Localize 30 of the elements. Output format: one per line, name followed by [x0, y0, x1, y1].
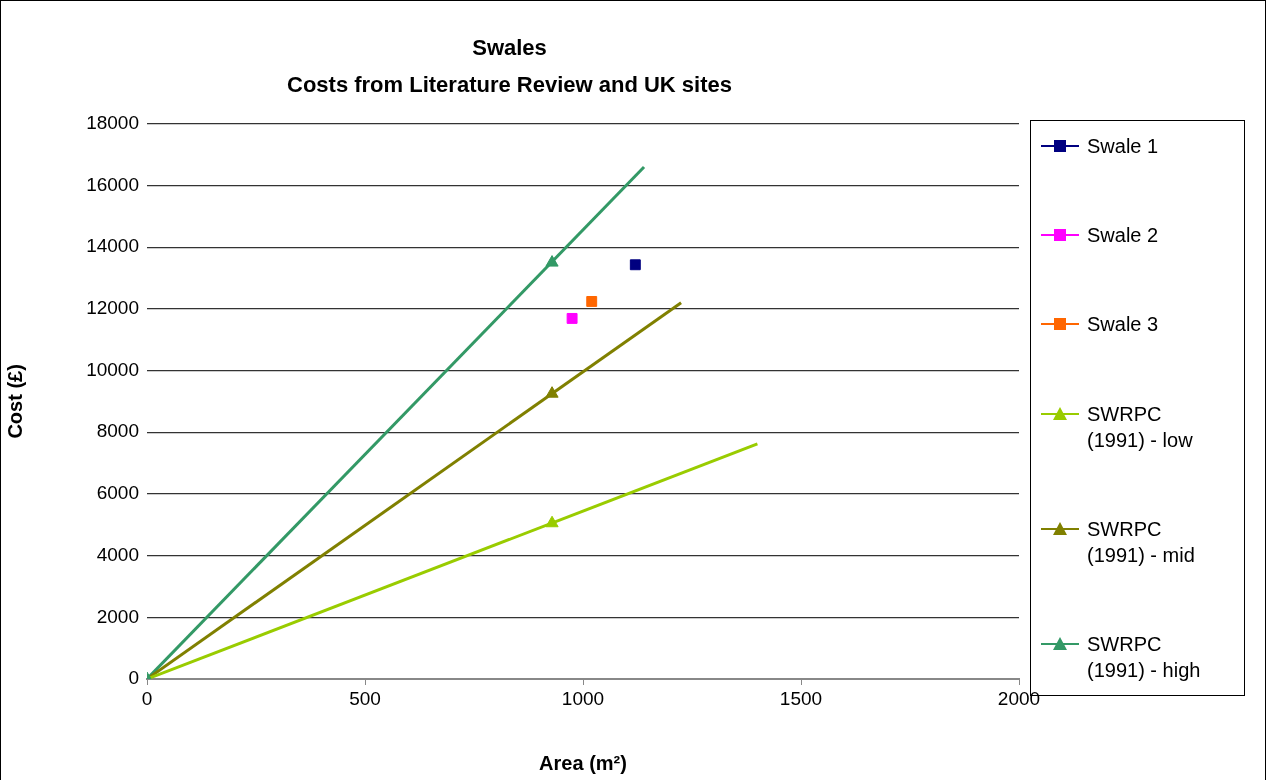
y-tick-label: 6000 [96, 482, 139, 504]
legend-label: Swale 3 [1087, 312, 1160, 338]
y-axis-title: Cost (£) [3, 364, 26, 439]
legend-label: SWRPC (1991) - high [1087, 631, 1202, 683]
y-tick-label: 0 [128, 667, 139, 689]
y-tick-label: 12000 [86, 297, 139, 319]
x-tick-label: 2000 [997, 687, 1041, 709]
x-tick-label: 1000 [561, 687, 605, 709]
point [545, 515, 559, 528]
y-tick-label: 8000 [96, 420, 139, 442]
x-axis-title: Area (m²) [539, 751, 627, 774]
chart-subtitle: Costs from Literature Review and UK sites [286, 71, 733, 97]
y-tick-label: 10000 [86, 358, 139, 380]
point [586, 296, 598, 307]
point [566, 312, 578, 324]
y-tick-label: 18000 [86, 112, 139, 134]
legend-label: Swale 1 [1087, 134, 1160, 159]
y-tick-label: 2000 [96, 605, 139, 627]
legend-label: SWRPC (1991) - mid [1087, 516, 1196, 568]
point [545, 386, 559, 398]
x-tick-label: 0 [141, 687, 153, 709]
x-tick-label: 500 [349, 687, 381, 709]
legend-label: SWRPC (1991) - low [1087, 401, 1194, 453]
y-tick-label: 4000 [96, 543, 139, 565]
point [629, 259, 641, 271]
legend-label: Swale 2 [1087, 223, 1160, 249]
x-tick-label: 1500 [779, 687, 823, 709]
y-tick-label: 16000 [86, 173, 139, 195]
y-tick-label: 14000 [86, 235, 139, 257]
chart-title: Swales [472, 35, 547, 61]
